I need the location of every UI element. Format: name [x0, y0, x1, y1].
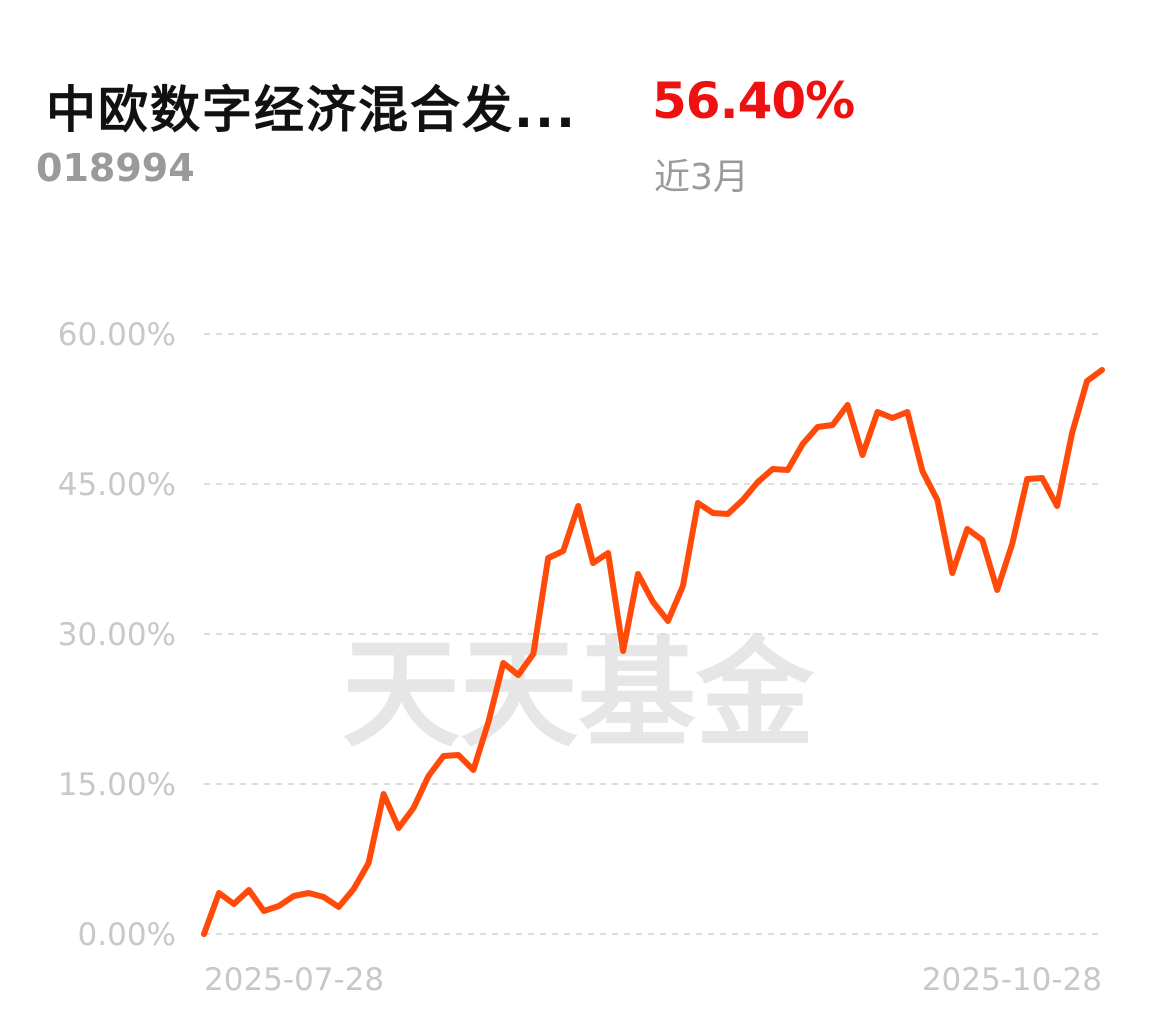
- return-value: 56.40%: [652, 72, 855, 130]
- series-layer: [201, 367, 1105, 937]
- y-tick-label: 45.00%: [58, 467, 176, 503]
- y-axis-ticks: 0.00% 15.00% 30.00% 45.00% 60.00%: [58, 317, 176, 953]
- fund-code: 018994: [36, 146, 195, 190]
- watermark-text: 天天基金: [342, 624, 815, 763]
- y-tick-label: 30.00%: [58, 617, 176, 653]
- x-tick-label: 2025-07-28: [204, 962, 384, 998]
- y-tick-label: 60.00%: [58, 317, 176, 353]
- x-tick-label: 2025-10-28: [922, 962, 1102, 998]
- y-tick-label: 0.00%: [78, 917, 176, 953]
- grid-lines: [204, 333, 1102, 935]
- x-axis-ticks: 2025-07-28 2025-10-28: [204, 962, 1102, 998]
- period-label: 近3月: [654, 157, 749, 198]
- y-tick-label: 15.00%: [58, 767, 176, 803]
- series-line: [201, 367, 1105, 937]
- fund-name: 中欧数字经济混合发...: [46, 81, 577, 139]
